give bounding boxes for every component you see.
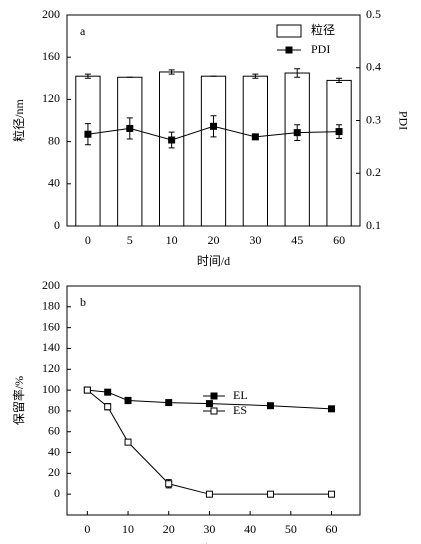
point xyxy=(266,402,274,410)
y-tick-label: 0 xyxy=(54,486,60,500)
bar xyxy=(117,76,143,227)
x-tick-label: 0 xyxy=(84,522,90,536)
y-tick-label: 200 xyxy=(42,278,60,292)
bar xyxy=(159,71,185,227)
y2-tick-label: 0.2 xyxy=(366,165,381,179)
point xyxy=(205,490,213,498)
x-tick-label: 30 xyxy=(249,233,261,247)
point xyxy=(126,124,134,132)
legend-label: ES xyxy=(233,403,247,417)
y-tick-label: 40 xyxy=(48,444,60,458)
x-tick-label: 0 xyxy=(85,233,91,247)
y-tick-label: 60 xyxy=(48,423,60,437)
bar xyxy=(284,72,310,227)
error-bar xyxy=(252,73,259,79)
y2-axis-title: PDI xyxy=(396,111,410,130)
x-tick-label: 40 xyxy=(244,522,256,536)
point xyxy=(205,400,213,408)
x-tick-label: 45 xyxy=(291,233,303,247)
y2-tick-label: 0.5 xyxy=(366,7,381,21)
error-bar xyxy=(168,69,175,75)
point xyxy=(104,403,112,411)
error-bar xyxy=(336,77,343,84)
x-tick-label: 20 xyxy=(163,522,175,536)
legend-label: PDI xyxy=(311,42,330,56)
legend-label: EL xyxy=(233,388,248,402)
legend-marker xyxy=(210,392,218,400)
point xyxy=(165,480,173,488)
x-tick-label: 30 xyxy=(203,522,215,536)
x-tick-label: 5 xyxy=(127,233,133,247)
y-tick-label: 200 xyxy=(42,7,60,21)
y-tick-label: 120 xyxy=(42,91,60,105)
x-tick-label: 20 xyxy=(208,233,220,247)
x-tick-label: 60 xyxy=(333,233,345,247)
point xyxy=(83,386,91,394)
x-axis-title: 时间/d xyxy=(197,543,230,544)
point xyxy=(84,130,92,138)
point xyxy=(124,397,132,404)
legend-marker xyxy=(285,46,293,54)
y2-tick-label: 0.4 xyxy=(366,60,381,74)
y-tick-label: 40 xyxy=(48,176,60,190)
legend-marker xyxy=(210,407,218,415)
point xyxy=(328,490,336,498)
error-bar xyxy=(294,68,301,78)
panel-label: a xyxy=(80,24,86,38)
x-tick-label: 50 xyxy=(285,522,297,536)
plot-frame xyxy=(66,285,361,516)
y-tick-label: 0 xyxy=(54,218,60,232)
y2-tick-label: 0.3 xyxy=(366,112,381,126)
point xyxy=(251,133,259,141)
x-tick-label: 10 xyxy=(122,522,134,536)
y-tick-label: 140 xyxy=(42,340,60,354)
point xyxy=(328,405,336,413)
y2-tick-label: 0.1 xyxy=(366,218,381,232)
legend-label: 粒径 xyxy=(311,22,335,37)
bar xyxy=(326,79,352,227)
y-tick-label: 120 xyxy=(42,361,60,375)
point xyxy=(165,399,173,407)
point xyxy=(335,128,343,136)
point xyxy=(168,136,176,144)
point xyxy=(210,122,217,130)
y-tick-label: 100 xyxy=(42,382,60,396)
bar xyxy=(75,75,101,227)
y-axis-title: 粒径/nm xyxy=(11,99,26,142)
point xyxy=(293,129,301,137)
y-tick-label: 160 xyxy=(42,319,60,333)
y-tick-label: 80 xyxy=(48,403,60,417)
y-axis-title: 保留率/% xyxy=(11,376,26,425)
panel-label: b xyxy=(80,295,86,309)
error-bar xyxy=(84,73,91,79)
y-tick-label: 80 xyxy=(48,133,60,147)
point xyxy=(104,388,112,396)
y-tick-label: 180 xyxy=(42,299,60,313)
bar xyxy=(200,75,227,227)
point xyxy=(124,438,132,446)
bar xyxy=(242,75,268,227)
legend-swatch xyxy=(276,24,302,38)
x-axis-title: 时间/d xyxy=(197,254,230,268)
x-tick-label: 60 xyxy=(326,522,338,536)
y-tick-label: 160 xyxy=(42,49,60,63)
point xyxy=(266,490,274,498)
y-tick-label: 20 xyxy=(48,465,60,479)
x-tick-label: 10 xyxy=(166,233,178,247)
